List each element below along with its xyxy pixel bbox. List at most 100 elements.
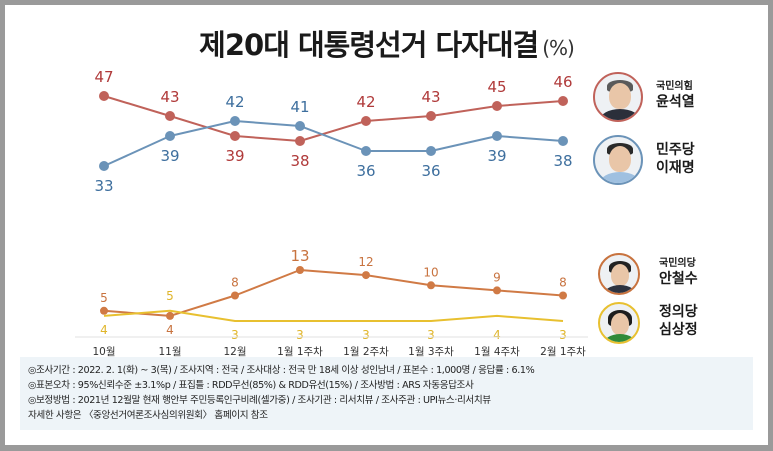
candidate-photo-lee [593, 135, 643, 185]
suit [600, 172, 640, 183]
data-label: 3 [362, 328, 370, 342]
data-point [492, 101, 502, 111]
data-point [492, 131, 502, 141]
suit [600, 109, 640, 120]
data-label: 41 [290, 98, 309, 116]
data-label: 33 [94, 177, 113, 195]
note-line: 자세한 사항은 〈중앙선거여론조사심의위원회〉 홈페이지 참조 [28, 410, 268, 421]
data-label: 3 [296, 328, 304, 342]
data-label: 3 [559, 328, 567, 342]
candidate-photo-yoon [593, 72, 643, 122]
data-point [295, 121, 305, 131]
legend-name: 안철수 [659, 271, 698, 287]
data-point [559, 291, 567, 300]
data-label: 39 [487, 147, 506, 165]
data-label: 42 [225, 93, 244, 111]
candidate-photo-sim [598, 302, 640, 344]
data-label: 39 [160, 147, 179, 165]
legend-name: 심상정 [659, 322, 698, 338]
data-point [296, 266, 304, 274]
suit [603, 285, 637, 293]
note-line: ◎조사기간 : 2022. 2. 1(화) ~ 3(목) / 조사지역 : 전국… [28, 365, 535, 376]
legend-party: 국민의힘 [656, 81, 693, 92]
face [609, 83, 631, 109]
survey-notes: ◎조사기간 : 2022. 2. 1(화) ~ 3(목) / 조사지역 : 전국… [20, 357, 753, 430]
chart-title-text: 제20대 대통령선거 다자대결 [199, 28, 539, 62]
x-tick-label: 1월 2주차 [343, 346, 389, 358]
legend-party: 민주당 [656, 142, 695, 158]
data-point [295, 136, 305, 146]
x-tick-label: 1월 3주차 [408, 346, 454, 358]
data-point [361, 146, 371, 156]
data-point [427, 281, 435, 290]
x-tick-label: 2월 1주차 [540, 346, 586, 358]
data-point [426, 146, 436, 156]
data-label: 4 [100, 323, 108, 337]
data-point [166, 311, 174, 320]
data-label: 8 [559, 276, 567, 290]
legend-name: 이재명 [656, 160, 695, 176]
face [611, 313, 629, 335]
legend-name: 윤석열 [656, 94, 695, 110]
x-tick-label: 1월 1주차 [277, 346, 323, 358]
data-label: 47 [94, 68, 113, 86]
data-point [231, 291, 239, 300]
legend-party: 국민의당 [659, 258, 696, 269]
data-point [493, 286, 501, 295]
data-point [362, 271, 370, 280]
x-tick-label: 1월 4주차 [474, 346, 520, 358]
legend-item-lee: 민주당 이재명 [656, 141, 695, 177]
data-label: 36 [356, 162, 375, 180]
data-label: 13 [290, 247, 309, 265]
candidate-photo-ahn [598, 253, 640, 295]
x-tick-label: 10월 [92, 346, 115, 358]
x-tick-label: 12월 [223, 346, 246, 358]
data-label: 43 [421, 88, 440, 106]
note-line: ◎보정방법 : 2021년 12월말 현재 행안부 주민등록인구비례(셀가중) … [28, 395, 491, 406]
data-label: 36 [421, 162, 440, 180]
data-label: 10 [423, 265, 438, 279]
data-point [165, 111, 175, 121]
data-label: 42 [356, 93, 375, 111]
data-label: 39 [225, 147, 244, 165]
legend-party: 정의당 [659, 304, 698, 320]
series-line-이재명 [103, 120, 564, 167]
data-label: 46 [553, 73, 572, 91]
data-label: 9 [493, 270, 501, 284]
data-label: 3 [427, 328, 435, 342]
suit [603, 334, 637, 342]
x-tick-label: 11월 [158, 346, 181, 358]
data-label: 38 [553, 152, 572, 170]
data-label: 38 [290, 152, 309, 170]
data-point [558, 96, 568, 106]
data-point [165, 131, 175, 141]
data-point [99, 161, 109, 171]
data-label: 43 [160, 88, 179, 106]
note-line: ◎표본오차 : 95%신뢰수준 ±3.1%p / 표집틀 : RDD무선(85%… [28, 380, 474, 391]
legend-item-yoon: 국민의힘 윤석열 [656, 80, 695, 111]
data-label: 12 [358, 255, 373, 269]
face [611, 264, 629, 286]
data-label: 5 [166, 289, 174, 303]
data-label: 4 [493, 328, 501, 342]
data-label: 5 [100, 291, 108, 305]
chart-unit: (%) [542, 36, 575, 60]
data-point [361, 116, 371, 126]
data-point [230, 116, 240, 126]
legend-item-sim: 정의당 심상정 [659, 303, 698, 339]
data-label: 8 [231, 276, 239, 290]
data-point [99, 91, 109, 101]
legend-item-ahn: 국민의당 안철수 [659, 257, 698, 288]
data-point [100, 306, 108, 315]
chart-title: 제20대 대통령선거 다자대결 (%) [0, 22, 773, 64]
data-label: 4 [166, 323, 174, 337]
face [609, 146, 631, 172]
data-label: 3 [231, 328, 239, 342]
series-line-심상정 [103, 309, 564, 322]
data-point [230, 131, 240, 141]
data-label: 45 [487, 78, 506, 96]
data-point [426, 111, 436, 121]
data-point [558, 136, 568, 146]
series-line-윤석열 [103, 95, 564, 142]
